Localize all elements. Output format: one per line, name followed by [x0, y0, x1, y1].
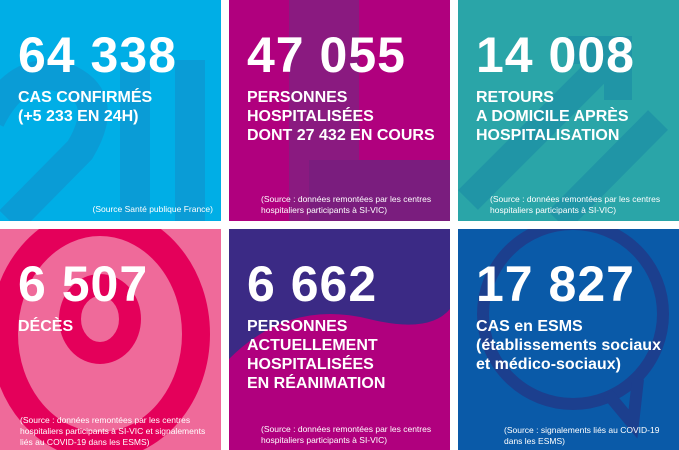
- deaths-source: (Source : données remontées par les cent…: [20, 415, 206, 447]
- returns-count: 14 008: [476, 27, 635, 83]
- tile-returns-home: 14 008 RETOURS A DOMICILE APRÈS HOSPITALIS…: [458, 0, 679, 221]
- hospitalized-source: (Source : données remontées par les cent…: [261, 194, 432, 215]
- decorative-numeral-shape: [0, 60, 205, 221]
- tile-esms-cases: 17 827 CAS en ESMS (établissements sociau…: [458, 229, 679, 450]
- hospitalized-count: 47 055: [247, 27, 406, 83]
- icu-count: 6 662: [247, 256, 378, 312]
- returns-source: (Source : données remontées par les cent…: [490, 194, 661, 215]
- esms-source: (Source : signalements liés au COVID-19 d…: [504, 425, 660, 446]
- tile-confirmed-cases: 64 338 CAS CONFIRMÉS (+5 233 EN 24H) (Sou…: [0, 0, 221, 221]
- confirmed-source: (Source Santé publique France): [92, 204, 214, 214]
- esms-count: 17 827: [476, 256, 635, 312]
- ring-shape: [0, 229, 210, 450]
- icu-source: (Source : données remontées par les cent…: [261, 424, 432, 445]
- tile-hospitalized: 47 055 PERSONNES HOSPITALISÉES DONT 27 432…: [229, 0, 450, 221]
- cross-shape: [289, 0, 450, 221]
- blob-shape: [229, 309, 450, 450]
- tile-icu: 6 662 PERSONNES ACTUELLEMENT HOSPITALISÉES…: [229, 229, 450, 450]
- returns-label: RETOURS A DOMICILE APRÈS HOSPITALISATION: [476, 89, 629, 144]
- esms-label: CAS en ESMS (établissements sociaux et méd…: [476, 318, 661, 373]
- deaths-label: DÉCÈS: [18, 318, 74, 335]
- confirmed-label: CAS CONFIRMÉS (+5 233 EN 24H): [18, 89, 153, 125]
- speech-bubble-shape: [477, 229, 669, 439]
- hospitalized-label: PERSONNES HOSPITALISÉES DONT 27 432 EN COU…: [247, 89, 435, 144]
- icu-label: PERSONNES ACTUELLEMENT HOSPITALISÉES EN RÉA…: [247, 318, 386, 392]
- tile-deaths: 6 507 DÉCÈS (Source : données remontées …: [0, 229, 221, 450]
- arrow-shape: [458, 36, 668, 221]
- confirmed-count: 64 338: [18, 27, 177, 83]
- deaths-count: 6 507: [18, 256, 149, 312]
